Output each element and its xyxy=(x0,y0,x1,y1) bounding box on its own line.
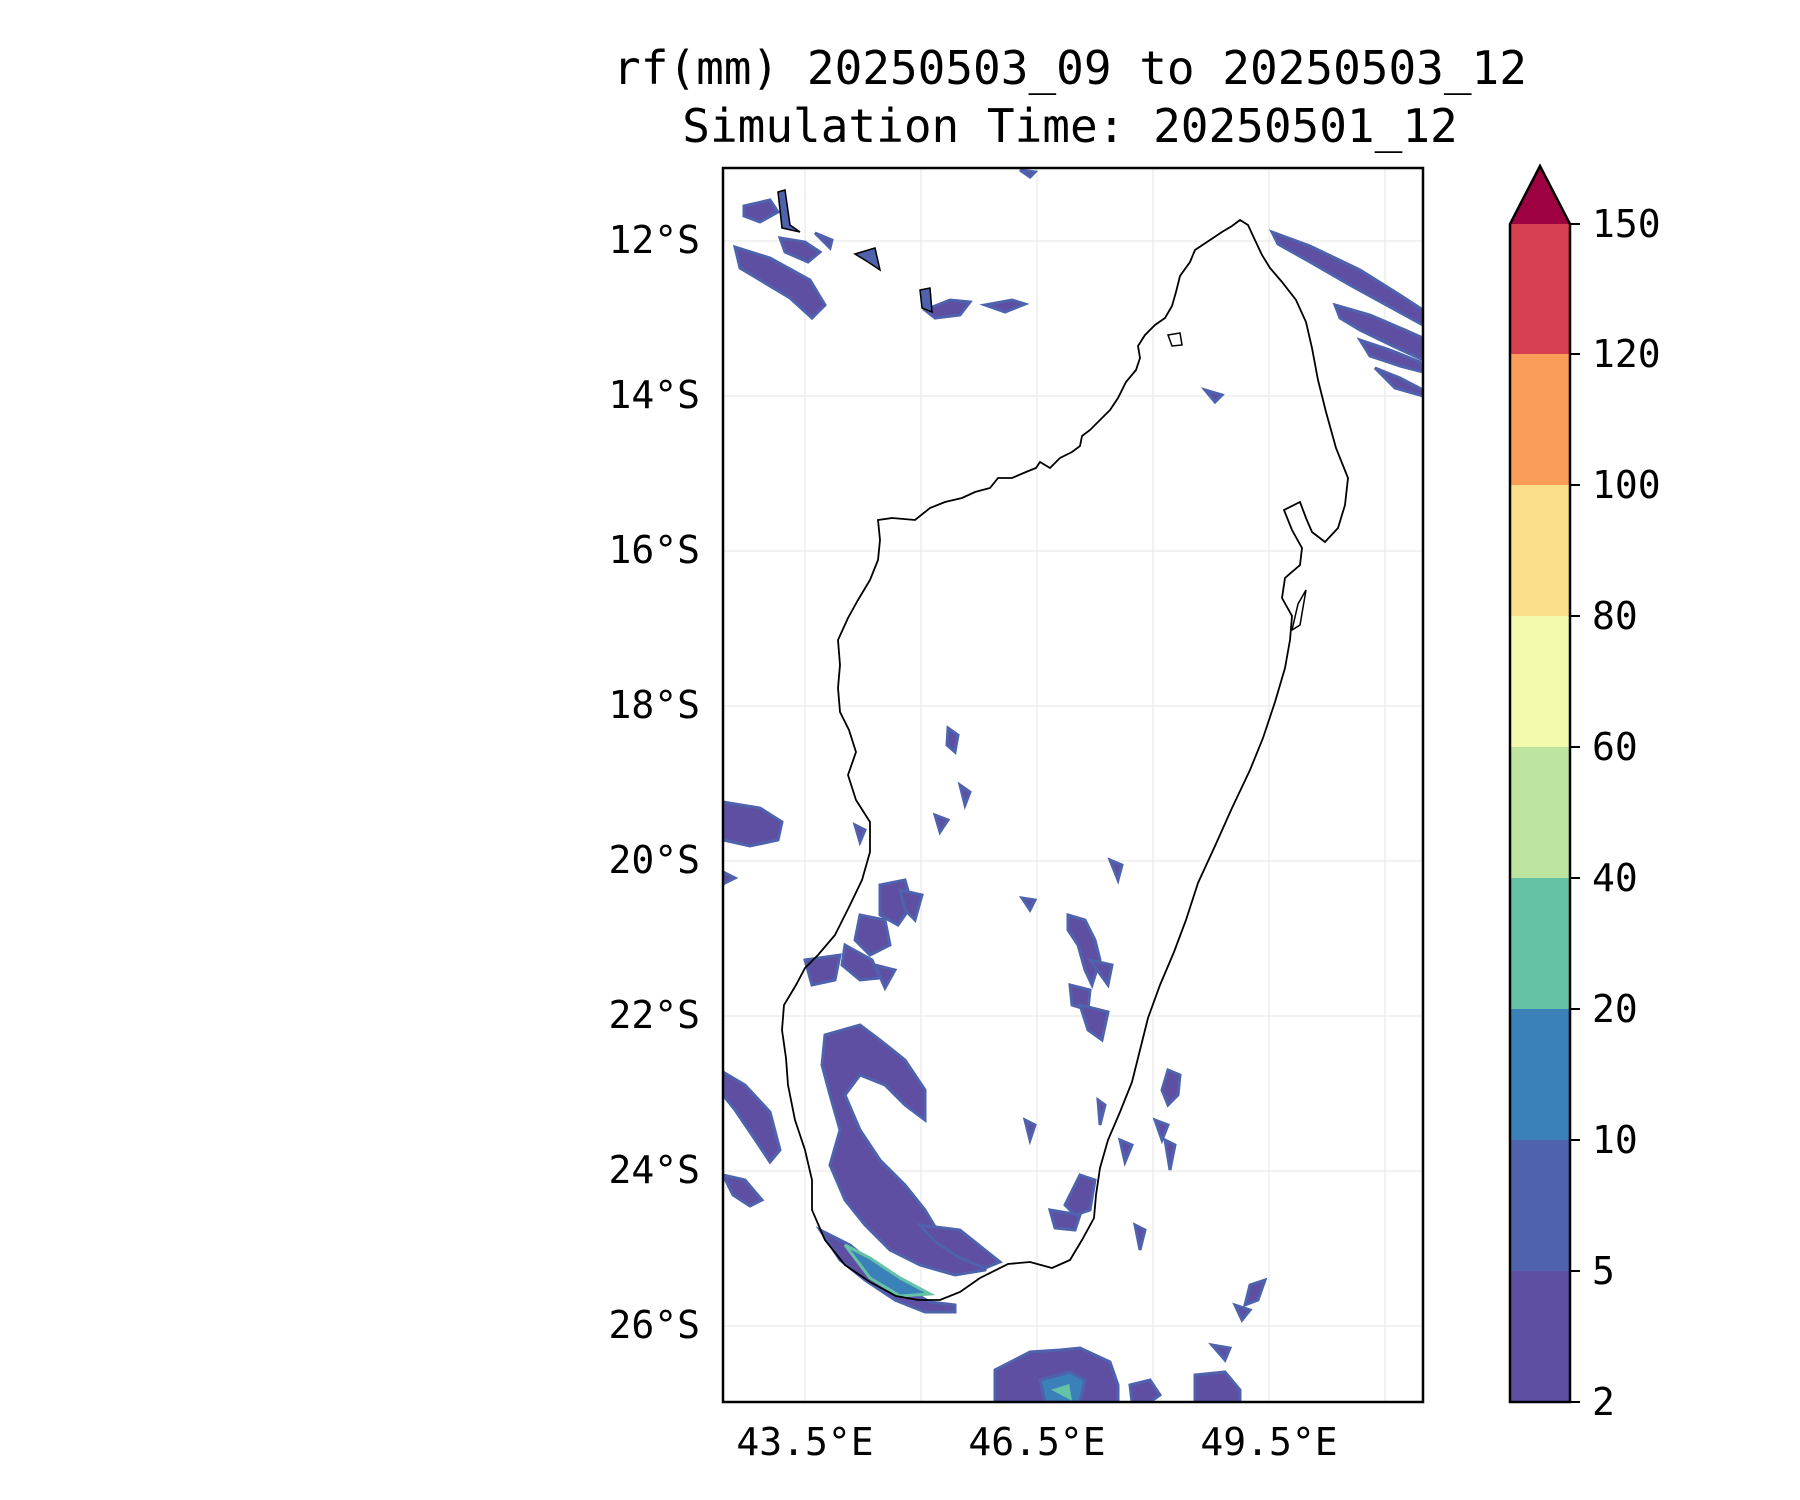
map-title-line1: rf(mm) 20250503_09 to 20250503_12 xyxy=(613,41,1527,95)
lat-tick-label: 24°S xyxy=(608,1148,700,1192)
colorbar-tick-label: 80 xyxy=(1592,594,1638,638)
colorbar-tick-label: 10 xyxy=(1592,1118,1638,1162)
lon-tick-label: 43.5°E xyxy=(736,1420,873,1464)
colorbar-segments xyxy=(1510,166,1570,1402)
lat-tick-label: 26°S xyxy=(608,1303,700,1347)
lon-tick-label: 49.5°E xyxy=(1200,1420,1337,1464)
latitude-axis: 12°S 14°S 16°S 18°S 20°S 22°S 24°S 26°S xyxy=(608,218,700,1347)
grande-comore-island xyxy=(777,189,801,233)
longitude-axis: 43.5°E 46.5°E 49.5°E xyxy=(736,1420,1337,1464)
colorbar-segment xyxy=(1510,878,1570,1009)
colorbar-tick-label: 100 xyxy=(1592,463,1661,507)
colorbar-ticks xyxy=(1570,223,1580,1403)
colorbar: 2 5 10 20 40 60 80 100 120 150 xyxy=(1508,163,1661,1424)
lat-tick-label: 22°S xyxy=(608,993,700,1037)
colorbar-tick-label: 40 xyxy=(1592,856,1638,900)
colorbar-segment xyxy=(1510,747,1570,878)
colorbar-tick-label: 60 xyxy=(1592,725,1638,769)
sainte-marie-island xyxy=(1290,589,1307,632)
madagascar-coastline xyxy=(781,218,1349,1301)
colorbar-segment xyxy=(1510,224,1570,354)
map-title-line2: Simulation Time: 20250501_12 xyxy=(682,99,1458,153)
colorbar-outline xyxy=(1508,163,1572,1404)
map-area xyxy=(723,168,1423,1402)
colorbar-tick-label: 2 xyxy=(1592,1380,1615,1424)
lat-tick-label: 20°S xyxy=(608,838,700,882)
colorbar-tick-label: 120 xyxy=(1592,332,1661,376)
colorbar-tick-label: 20 xyxy=(1592,987,1638,1031)
lon-tick-label: 46.5°E xyxy=(968,1420,1105,1464)
colorbar-segment xyxy=(1510,1271,1570,1402)
lat-tick-label: 12°S xyxy=(608,218,700,262)
map-frame xyxy=(721,166,1425,1404)
colorbar-segment xyxy=(1510,616,1570,747)
colorbar-tick-label: 5 xyxy=(1592,1249,1615,1293)
colorbar-segment xyxy=(1510,485,1570,616)
gridlines xyxy=(723,168,1423,1402)
lat-tick-label: 18°S xyxy=(608,683,700,727)
colorbar-tick-label: 150 xyxy=(1592,202,1661,246)
lat-tick-label: 14°S xyxy=(608,373,700,417)
colorbar-extend-arrow xyxy=(1510,166,1570,224)
colorbar-segment xyxy=(1510,1009,1570,1140)
nosy-be-island xyxy=(1166,332,1183,347)
lat-tick-label: 16°S xyxy=(608,528,700,572)
mayotte-island xyxy=(919,287,933,314)
colorbar-segment xyxy=(1510,354,1570,485)
colorbar-labels: 2 5 10 20 40 60 80 100 120 150 xyxy=(1592,202,1661,1424)
anjouan-island xyxy=(853,247,882,272)
rainfall-patches xyxy=(723,168,1423,1402)
colorbar-segment xyxy=(1510,1140,1570,1271)
